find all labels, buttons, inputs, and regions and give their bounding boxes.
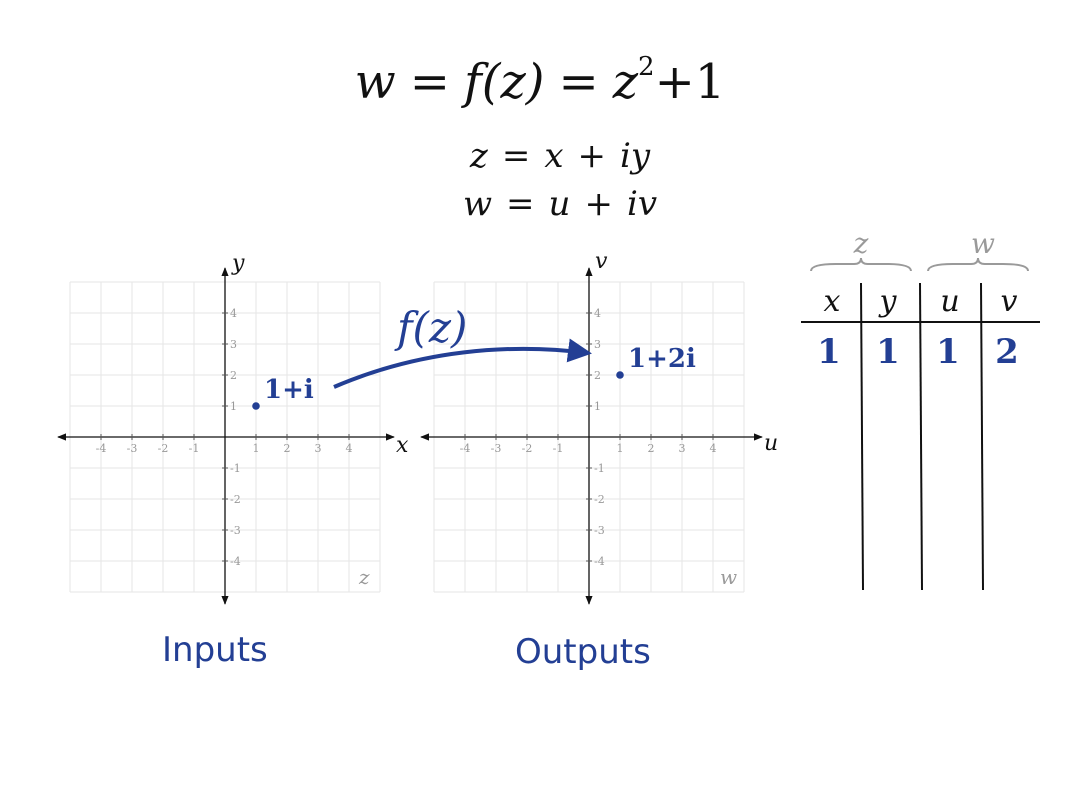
output-y-tick-label: -2	[594, 493, 605, 506]
wdef-plus: +	[584, 184, 613, 224]
wdef-lhs: w	[462, 184, 493, 224]
z-brace	[810, 257, 912, 272]
output-ticks: -4 -4 -3 -3 -2 -2 -1 -1 1 1 2 2 3 3 4 4	[460, 307, 717, 568]
table-col-divider-3	[980, 282, 984, 591]
output-x-tick-label: 4	[710, 442, 717, 455]
value-table: z w x y u v 1 1 1 2	[801, 227, 1040, 591]
zdef-lhs: z	[469, 136, 488, 176]
table-cell: 2	[995, 332, 1019, 372]
output-plane-label: w	[720, 565, 737, 589]
z-definition: z = x + iy	[0, 136, 1080, 176]
input-y-tick-label: 3	[230, 338, 237, 351]
input-plane-label: z	[358, 565, 370, 589]
input-point	[252, 402, 260, 410]
table-cell: 1	[876, 332, 900, 372]
input-y-tick-label: -4	[230, 555, 241, 568]
output-x-tick-label: 1	[617, 442, 624, 455]
eq-plus-one: +1	[654, 54, 726, 110]
input-x-tick-label: -3	[127, 442, 138, 455]
input-y-tick-label: -2	[230, 493, 241, 506]
output-x-tick-label: -3	[491, 442, 502, 455]
input-y-tick-label: 1	[230, 400, 237, 413]
input-y-tick-label: -3	[230, 524, 241, 537]
output-y-tick-label: -1	[594, 462, 605, 475]
output-y-tick-label: 4	[594, 307, 601, 320]
outputs-caption: Outputs	[515, 632, 651, 672]
output-plane: -4 -4 -3 -3 -2 -2 -1 -1 1 1 2 2 3 3 4 4 u v w 1+2i	[420, 249, 778, 605]
input-y-tick-label: -1	[230, 462, 241, 475]
wdef-iv: iv	[626, 184, 658, 224]
input-y-tick-label: 4	[230, 307, 237, 320]
input-x-tick-label: 3	[315, 442, 322, 455]
output-x-tick-label: -2	[522, 442, 533, 455]
input-x-tick-label: -1	[189, 442, 200, 455]
input-x-tick-label: 2	[284, 442, 291, 455]
output-x-tick-label: 2	[648, 442, 655, 455]
mapping-arrow	[333, 338, 592, 389]
input-y-tick-label: 2	[230, 369, 237, 382]
output-point	[616, 371, 624, 379]
header-v: v	[1001, 284, 1018, 319]
input-x-tick-label: 1	[253, 442, 260, 455]
eq-w: w	[354, 54, 396, 110]
zdef-iy: iy	[620, 136, 651, 176]
output-y-tick-label: 2	[594, 369, 601, 382]
output-y-tick-label: -3	[594, 524, 605, 537]
table-col-divider-2	[919, 282, 923, 591]
zdef-x: x	[544, 136, 564, 176]
output-point-label: 1+2i	[628, 344, 696, 374]
input-x-tick-label: 4	[346, 442, 353, 455]
eq-exponent: 2	[638, 52, 655, 82]
header-x: x	[824, 284, 841, 319]
input-y-axis-label: y	[231, 251, 245, 276]
input-x-tick-label: -4	[96, 442, 107, 455]
eq-z: z	[612, 54, 639, 110]
output-u-axis-label: u	[764, 431, 778, 456]
input-x-tick-label: -2	[158, 442, 169, 455]
output-x-tick-label: 3	[679, 442, 686, 455]
output-v-axis-label: v	[595, 249, 608, 274]
w-definition: w = u + iv	[0, 184, 1080, 224]
output-y-tick-label: -4	[594, 555, 605, 568]
w-brace	[927, 257, 1029, 272]
zdef-equals: =	[501, 136, 531, 176]
output-y-tick-label: 1	[594, 400, 601, 413]
eq-equals-2: =	[558, 54, 599, 110]
output-y-tick-label: 3	[594, 338, 601, 351]
output-x-tick-label: -1	[553, 442, 564, 455]
function-equation: w = f(z) = z2+1	[0, 52, 1080, 110]
eq-fz: f(z)	[463, 54, 545, 110]
table-cell: 1	[817, 332, 841, 372]
table-group-z: z	[853, 227, 869, 260]
wdef-u: u	[548, 184, 571, 224]
mapping-label: f(z)	[394, 303, 467, 352]
header-y: y	[878, 284, 898, 319]
header-u: u	[940, 284, 959, 319]
input-point-label: 1+i	[264, 375, 314, 405]
table-group-w: w	[971, 227, 995, 260]
input-plane: -4 -4 -3 -3 -2 -2 -1 -1 1 1 2 2 3 3 4 4 x y z 1+i	[57, 251, 409, 605]
output-x-tick-label: -4	[460, 442, 471, 455]
table-col-divider-1	[860, 282, 864, 591]
wdef-equals: =	[506, 184, 535, 224]
table-cell: 1	[936, 332, 960, 372]
eq-equals: =	[409, 54, 450, 110]
input-x-axis-label: x	[396, 433, 409, 458]
zdef-plus: +	[577, 136, 607, 176]
inputs-caption: Inputs	[162, 630, 268, 670]
input-ticks: -4 -4 -3 -3 -2 -2 -1 -1 1 1 2 2 3 3 4 4	[96, 307, 353, 568]
